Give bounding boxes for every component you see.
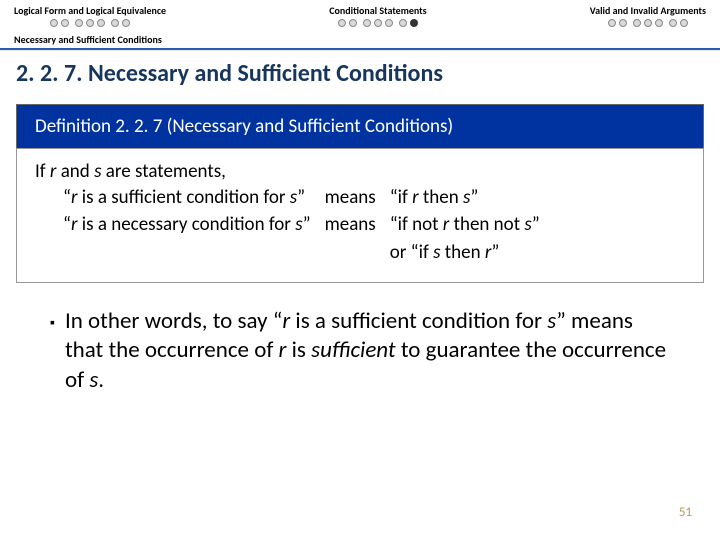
def-right-alt: or “if s then r” — [390, 240, 685, 266]
def-left: “r is a sufficient condition for s” — [63, 185, 311, 211]
nav-item-conditional: Conditional Statements — [329, 4, 426, 27]
nav-label: Valid and Invalid Arguments — [590, 4, 706, 17]
nav-label: Logical Form and Logical Equivalence — [14, 4, 166, 17]
nav-item-logical-form: Logical Form and Logical Equivalence — [14, 4, 166, 27]
nav-item-valid-invalid: Valid and Invalid Arguments — [590, 4, 706, 27]
section-title: 2. 2. 7. Necessary and Sufficient Condit… — [0, 59, 720, 98]
page-number: 51 — [679, 505, 692, 520]
def-means: means — [325, 185, 376, 211]
top-nav: Logical Form and Logical Equivalence Con… — [0, 0, 720, 27]
bullet-paragraph: ▪ In other words, to say “r is a suffici… — [0, 283, 720, 397]
definition-table: “r is a sufficient condition for s” mean… — [63, 185, 685, 266]
progress-dots — [14, 19, 166, 27]
def-left: “r is a necessary condition for s” — [63, 212, 311, 238]
divider — [0, 48, 720, 51]
progress-dots — [590, 19, 706, 27]
def-right: “if not r then not s” — [390, 212, 685, 238]
bullet-icon: ▪ — [50, 307, 55, 397]
subnav-label: Necessary and Sufficient Conditions — [0, 27, 720, 46]
def-right: “if r then s” — [390, 185, 685, 211]
progress-dots — [329, 19, 426, 27]
nav-label: Conditional Statements — [329, 4, 426, 17]
definition-body: If r and s are statements, “r is a suffi… — [16, 148, 704, 283]
bullet-text: In other words, to say “r is a sufficien… — [65, 307, 670, 397]
definition-header: Definition 2. 2. 7 (Necessary and Suffic… — [16, 104, 704, 148]
def-means: means — [325, 212, 376, 238]
definition-intro: If r and s are statements, — [35, 159, 685, 185]
